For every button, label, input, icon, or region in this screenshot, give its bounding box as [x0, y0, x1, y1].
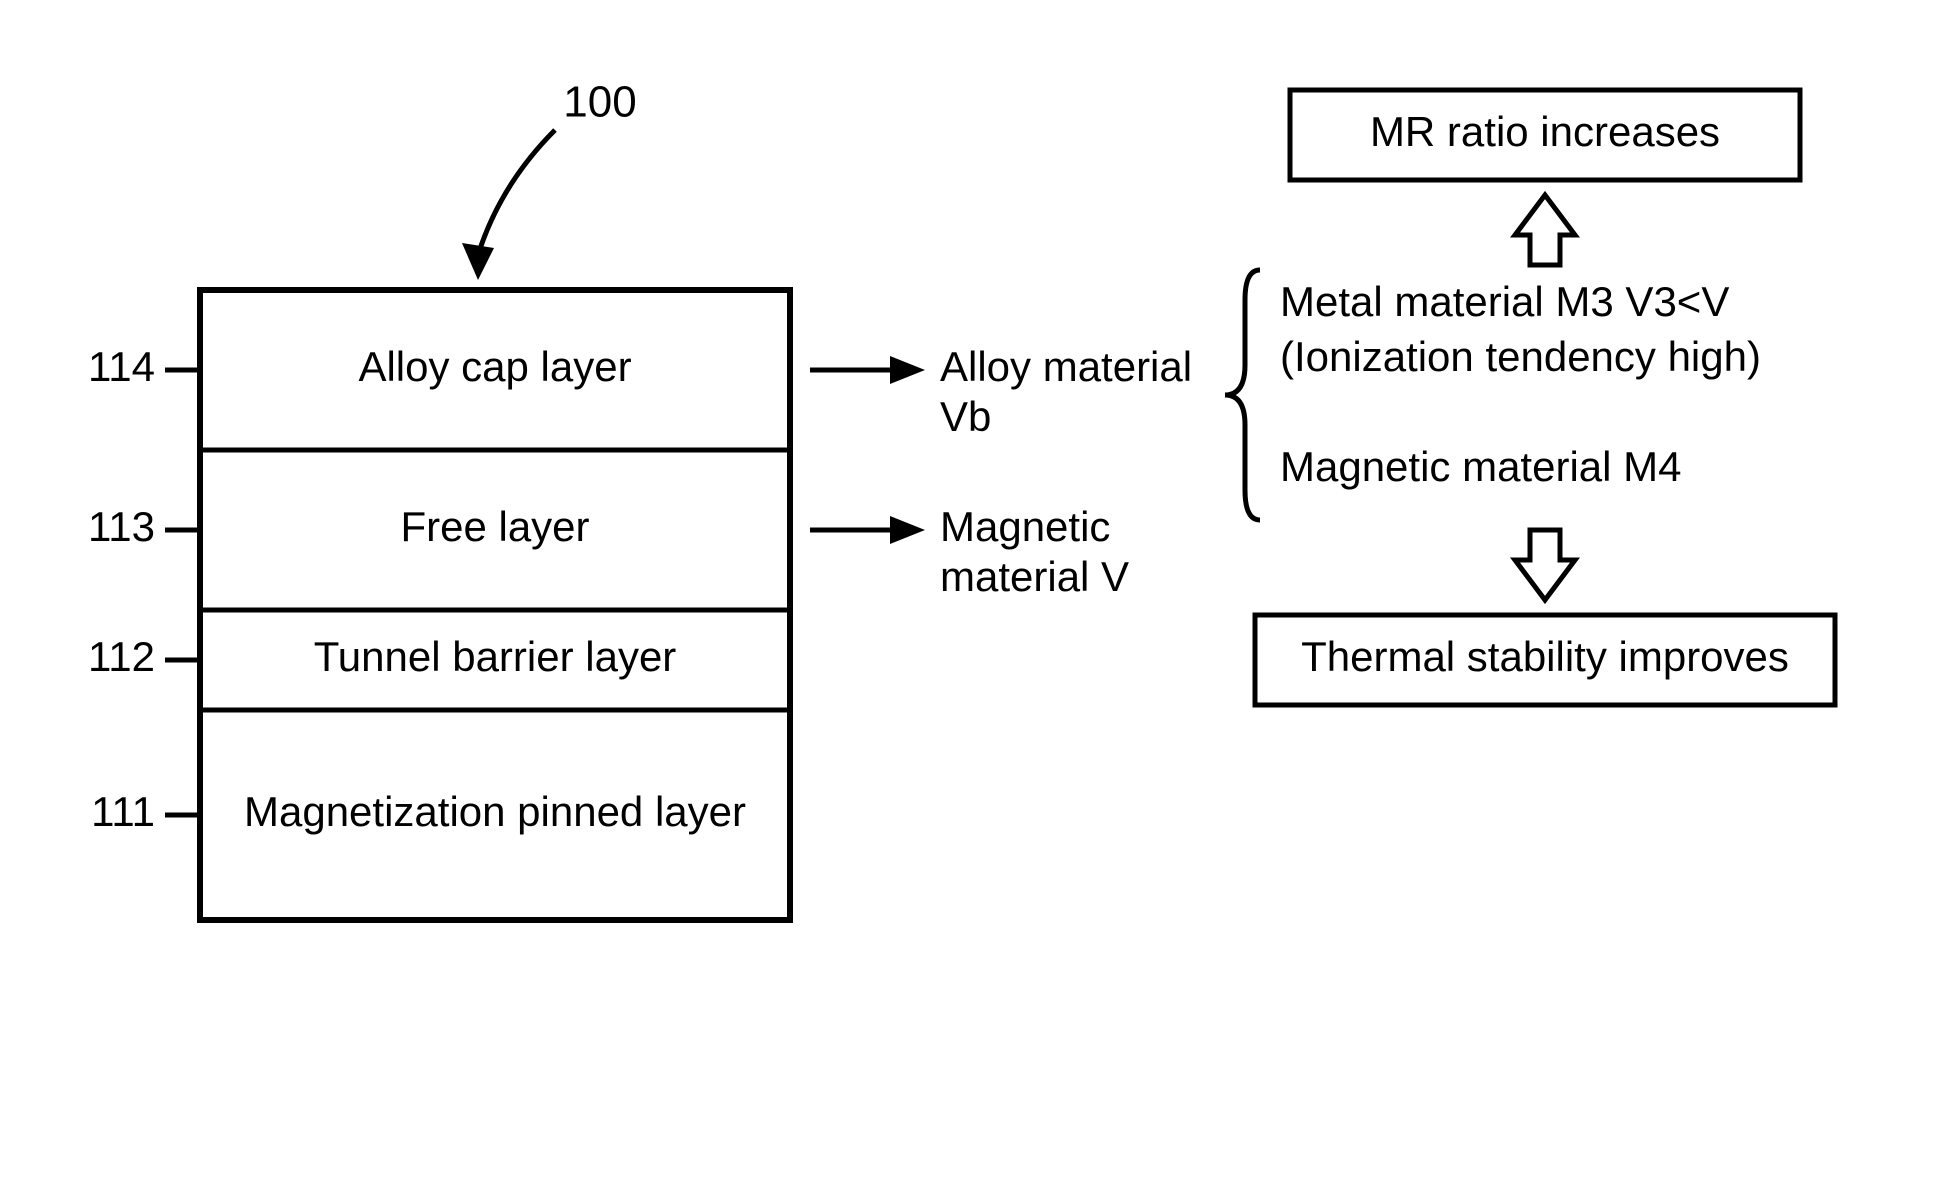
ref-arrow-100-head: [462, 243, 494, 280]
alloy-material-line2: Vb: [940, 393, 991, 440]
layer-112-label: Tunnel barrier layer: [314, 633, 677, 680]
layer-114-label: Alloy cap layer: [358, 343, 631, 390]
ref-arrow-100: [478, 130, 555, 255]
alloy-material-line1: Alloy material: [940, 343, 1192, 390]
arrow-magnetic-head: [890, 516, 925, 544]
magnetic-material-line1: Magnetic: [940, 503, 1110, 550]
ref-114: 114: [88, 343, 155, 390]
arrow-up-icon: [1515, 195, 1575, 265]
ref-113: 113: [88, 503, 155, 550]
ref-112: 112: [88, 633, 155, 680]
ref-100: 100: [563, 78, 636, 127]
mr-ratio-label: MR ratio increases: [1370, 108, 1720, 155]
metal-material-line1: Metal material M3 V3<V: [1280, 278, 1729, 325]
arrow-down-icon: [1515, 530, 1575, 600]
curly-brace: [1225, 270, 1260, 520]
layer-113-label: Free layer: [400, 503, 589, 550]
metal-material-line2: (Ionization tendency high): [1280, 333, 1761, 380]
magnetic-material-line2: material V: [940, 553, 1129, 600]
ref-111: 111: [91, 788, 155, 835]
thermal-stability-label: Thermal stability improves: [1301, 633, 1789, 680]
arrow-alloy-head: [890, 356, 925, 384]
magnetic-m4: Magnetic material M4: [1280, 443, 1681, 490]
layer-111-label: Magnetization pinned layer: [244, 788, 746, 835]
